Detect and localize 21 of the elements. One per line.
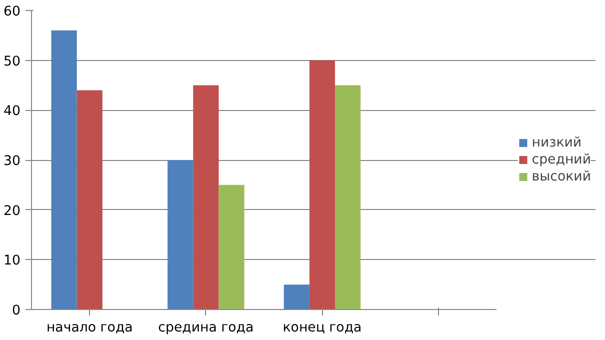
bar [168, 160, 194, 310]
x-tick-label: начало года [46, 320, 133, 336]
x-tick-label: средина года [158, 320, 254, 336]
y-tick-label: 40 [4, 104, 21, 120]
y-tick-label: 30 [4, 154, 21, 169]
y-tick-label: 50 [4, 54, 21, 70]
y-tick-label: 20 [4, 204, 21, 219]
bar [76, 90, 102, 310]
legend-label: высокий [532, 169, 591, 184]
legend-label: низкий [532, 135, 582, 150]
y-tick-label: 60 [4, 4, 21, 20]
x-tick-label: конец года [282, 320, 362, 336]
bar [218, 184, 244, 310]
bar [284, 284, 310, 310]
y-tick-label: 0 [12, 304, 21, 318]
bar [309, 60, 336, 310]
bar [193, 85, 219, 310]
bar [335, 85, 361, 310]
y-tick-label: 10 [4, 254, 21, 269]
bar [51, 30, 77, 310]
legend-label: средний [532, 152, 591, 167]
